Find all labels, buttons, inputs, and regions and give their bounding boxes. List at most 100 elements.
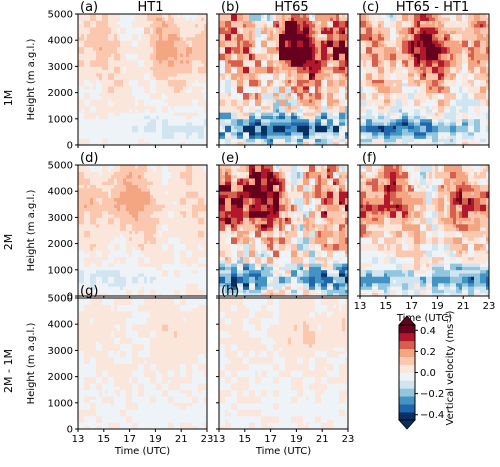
panel-c-cell <box>465 50 469 54</box>
panel-c-cell <box>414 122 418 126</box>
panel-b-cell <box>318 115 322 120</box>
panel-b-cell <box>252 118 256 123</box>
panel-a-cell <box>198 30 202 35</box>
panel-c-cell <box>417 128 421 133</box>
panel-c-cell <box>465 118 469 123</box>
panel-a-cell <box>81 50 85 54</box>
panel-a-cell <box>135 30 139 35</box>
panel-a-cell <box>126 36 130 41</box>
panel-a-cell <box>135 86 139 90</box>
panel-a-cell <box>138 43 142 48</box>
panel-a-cell <box>171 14 175 18</box>
panel-b-cell <box>231 141 235 146</box>
panel-b-cell <box>294 63 298 67</box>
panel-b-cell <box>252 92 256 97</box>
panel-c-cell <box>435 33 439 38</box>
panel-a-cell <box>120 105 124 110</box>
panel-b-cell <box>228 115 232 120</box>
panel-a-cell <box>132 135 136 139</box>
panel-a-cell <box>156 20 160 25</box>
panel-a-cell <box>105 135 109 139</box>
panel-c-cell <box>378 76 382 80</box>
panel-c-cell <box>369 122 373 126</box>
panel-b-cell <box>306 108 310 113</box>
panel-c-cell <box>420 115 424 120</box>
panel-a-cell <box>81 66 85 71</box>
panel-b-cell <box>297 122 301 126</box>
panel-c-cell <box>369 89 373 93</box>
panel-b-cell <box>333 59 337 64</box>
panel-a-cell <box>189 141 193 146</box>
panel-b-cell <box>264 125 268 130</box>
panel-b-cell <box>321 43 325 48</box>
panel-c-cell <box>408 89 412 93</box>
panel-a-cell <box>90 128 94 133</box>
panel-a-cell <box>192 108 196 113</box>
panel-c-cell <box>384 89 388 93</box>
panel-b-cell <box>276 59 280 64</box>
panel-a-cell <box>78 95 82 100</box>
panel-b-cell <box>267 40 271 44</box>
panel-c-cell <box>384 128 388 133</box>
panel-a-cell <box>195 79 199 84</box>
panel-b-cell <box>333 63 337 67</box>
panel-b-cell <box>276 92 280 97</box>
panel-a-cell <box>150 82 154 87</box>
panel-b-cell <box>267 141 271 146</box>
panel-a-cell <box>183 128 187 133</box>
panel-a-cell <box>90 92 94 97</box>
panel-b-cell <box>228 89 232 93</box>
panel-c-cell <box>426 23 430 28</box>
panel-a-cell <box>141 63 145 67</box>
panel-c-cell <box>369 128 373 133</box>
panel-c-cell <box>444 86 448 90</box>
panel-c-cell <box>372 89 376 93</box>
panel-a-cell <box>147 23 151 28</box>
panel-a-cell <box>174 50 178 54</box>
panel-a-cell <box>129 95 133 100</box>
panel-a-cell <box>174 63 178 67</box>
panel-a-ytick-label: 0 <box>67 141 73 152</box>
panel-a-cell <box>183 112 187 116</box>
panel-b-cell <box>270 33 274 38</box>
panel-a-cell <box>150 141 154 146</box>
panel-c-cell <box>459 105 463 110</box>
panel-a-cell <box>105 138 109 143</box>
panel-a-cell <box>138 141 142 146</box>
panel-a-cell <box>204 102 208 107</box>
panel-c-cell <box>459 135 463 139</box>
panel-a-cell <box>192 36 196 41</box>
panel-b-cell <box>315 23 319 28</box>
panel-b-cell <box>285 125 289 130</box>
panel-a-cell <box>78 76 82 80</box>
panel-a-cell <box>129 102 133 107</box>
panel-a-cell <box>105 99 109 103</box>
panel-c-cell <box>414 66 418 71</box>
panel-b-cell <box>339 50 343 54</box>
panel-b-cell <box>297 135 301 139</box>
panel-a-cell <box>117 59 121 64</box>
panel-c-cell <box>438 30 442 35</box>
panel-a-cell <box>87 79 91 84</box>
panel-b-cell <box>300 122 304 126</box>
panel-a-cell <box>102 82 106 87</box>
panel-b-cell <box>321 125 325 130</box>
panel-b-cell <box>267 131 271 136</box>
panel-c-cell <box>453 14 457 18</box>
panel-c-cell <box>405 141 409 146</box>
panel-b-cell <box>243 122 247 126</box>
panel-b-cell <box>282 141 286 146</box>
panel-b-cell <box>303 122 307 126</box>
panel-c-cell <box>453 50 457 54</box>
panel-b-cell <box>222 36 226 41</box>
panel-b-cell <box>246 95 250 100</box>
panel-a-cell <box>186 36 190 41</box>
panel-c-cell <box>372 30 376 35</box>
panel-b-cell <box>315 135 319 139</box>
panel-a-cell <box>141 17 145 21</box>
panel-a-cell <box>141 122 145 126</box>
panel-b-cell <box>306 135 310 139</box>
panel-b-cell <box>309 82 313 87</box>
panel-b-cell <box>309 20 313 25</box>
panel-b-cell <box>345 56 349 61</box>
